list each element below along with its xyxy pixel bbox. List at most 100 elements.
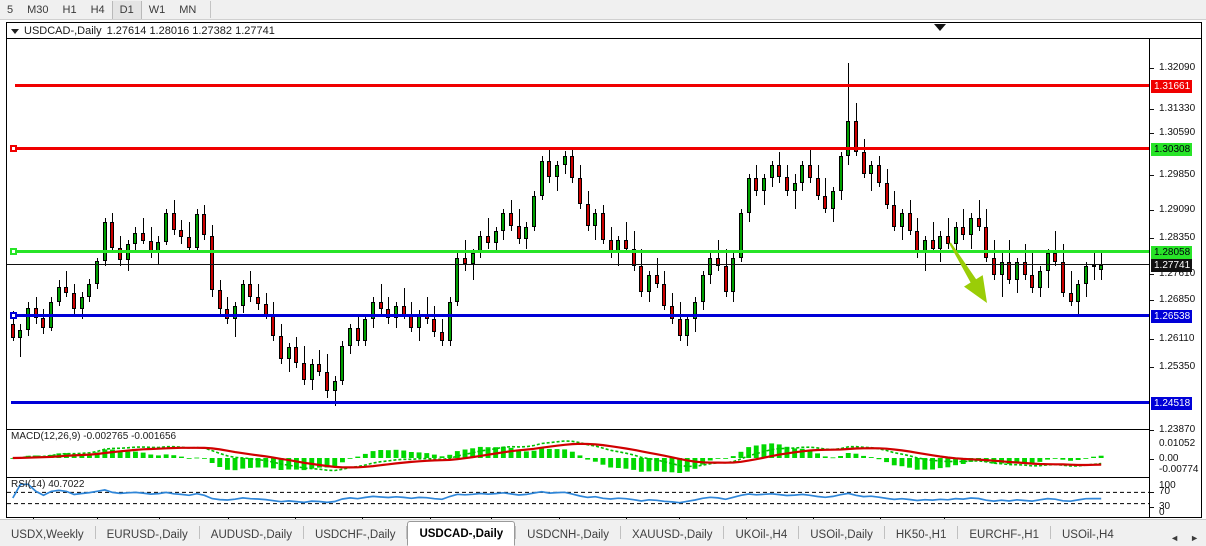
candle-bearish <box>517 225 521 240</box>
indicator-tick-label: 70 <box>1159 486 1171 497</box>
price-tick-label: 1.25350 <box>1159 361 1196 372</box>
timeframe-button-h1[interactable]: H1 <box>62 3 77 16</box>
candle-bullish <box>938 235 942 249</box>
macd-pane[interactable]: MACD(12,26,9) -0.002765 -0.001656 <box>7 429 1149 476</box>
price-level-tag[interactable]: 1.26538 <box>1151 310 1193 323</box>
candle-bullish <box>103 222 107 262</box>
candle-bullish <box>793 182 797 192</box>
level-line-support-1-26538[interactable] <box>11 314 1149 317</box>
candle-bearish <box>624 239 628 249</box>
level-line-support-1-28058[interactable] <box>11 250 1149 253</box>
tab-separator <box>1050 526 1051 539</box>
price-pane[interactable] <box>7 39 1149 428</box>
timeframe-button-w1[interactable]: W1 <box>148 3 166 16</box>
candle-bullish <box>1084 266 1088 284</box>
timeframe-button-h4[interactable]: H4 <box>90 3 105 16</box>
candle-bearish <box>816 178 820 196</box>
candle-bearish <box>432 319 436 333</box>
chart-tab-audusd-daily[interactable]: AUDUSD-,Daily <box>210 529 292 541</box>
level-line-resistance-1-31661[interactable] <box>15 84 1149 87</box>
candle-wick <box>871 160 872 192</box>
candle-bearish <box>11 323 15 338</box>
price-tick-mark <box>1150 274 1154 275</box>
price-level-tag[interactable]: 1.30308 <box>1151 143 1193 156</box>
chart-tab-usdcnh-daily[interactable]: USDCNH-,Daily <box>527 529 609 541</box>
chart-tab-eurchf-h1[interactable]: EURCHF-,H1 <box>969 529 1039 541</box>
timeframe-button-d1[interactable]: D1 <box>111 0 142 19</box>
level-drag-handle[interactable] <box>10 145 17 152</box>
candle-bullish <box>869 165 873 174</box>
candle-bearish <box>639 266 643 292</box>
candle-bullish <box>770 165 774 179</box>
candle-bearish <box>754 178 758 192</box>
chevron-left-icon[interactable]: ◄ <box>1170 533 1180 543</box>
candle-bearish <box>908 213 912 232</box>
indicator-tick-label: 0 <box>1159 507 1165 518</box>
price-level-tag[interactable]: 1.28058 <box>1151 246 1193 259</box>
level-line-current-price-1-27741[interactable] <box>7 264 1149 265</box>
timeframe-button-m30[interactable]: M30 <box>27 3 49 16</box>
candle-bearish <box>885 182 889 205</box>
rsi-pane[interactable]: RSI(14) 40.7022 <box>7 477 1149 517</box>
chevron-right-icon[interactable]: ► <box>1190 533 1199 543</box>
timeframe-button-5[interactable]: 5 <box>7 3 14 16</box>
price-tick-label: 1.27610 <box>1159 268 1196 279</box>
tab-separator <box>619 526 621 539</box>
candle-wick <box>1071 270 1072 306</box>
rsi-label: RSI(14) 40.7022 <box>11 479 85 490</box>
price-level-tag[interactable]: 1.27741 <box>1151 259 1193 272</box>
candle-bearish <box>984 226 988 258</box>
candle-wick <box>488 217 489 249</box>
candle-bearish <box>877 165 881 183</box>
candle-bullish <box>57 287 61 302</box>
candle-bullish <box>494 231 498 244</box>
level-drag-handle[interactable] <box>10 312 17 319</box>
chart-tab-ukoil-h4[interactable]: UKOil-,H4 <box>735 529 788 541</box>
chart-tab-hk50-h1[interactable]: HK50-,H1 <box>895 529 947 541</box>
price-tick-label: 1.30590 <box>1159 127 1196 138</box>
macd-label: MACD(12,26,9) -0.002765 -0.001656 <box>11 431 177 442</box>
level-drag-handle[interactable] <box>10 248 17 255</box>
indicator-tick-mark <box>1150 492 1154 493</box>
triangle-down-icon[interactable] <box>11 28 19 34</box>
candle-wick <box>1032 253 1033 293</box>
candle-wick <box>795 173 796 210</box>
candle-bearish <box>210 235 214 291</box>
candle-bearish <box>279 335 283 359</box>
price-scale[interactable]: 1.32090 1.31330 1.30590 1.29850 1.29090 1.283… <box>1149 23 1201 518</box>
candle-bullish <box>800 165 804 183</box>
chart-tab-usdchf-daily[interactable]: USDCHF-,Daily <box>314 529 396 541</box>
level-line-support-1-24518[interactable] <box>11 401 1149 404</box>
candle-bullish <box>524 226 528 240</box>
chart-tab-xauusd-daily[interactable]: XAUUSD-,Daily <box>631 529 713 541</box>
price-level-tag[interactable]: 1.24518 <box>1151 397 1193 410</box>
chart-tab-usoil-h4[interactable]: USOil-,H4 <box>1062 529 1114 541</box>
price-tick-mark <box>1150 175 1154 176</box>
chart-tab-usdx-weekly[interactable]: USDX,Weekly <box>11 529 84 541</box>
candle-bearish <box>218 290 222 310</box>
price-tick-mark <box>1150 430 1154 431</box>
candle-bullish <box>1092 264 1096 267</box>
tab-separator <box>302 526 304 539</box>
candle-bearish <box>110 222 114 248</box>
tab-nav-controls: ◄ ► <box>1170 533 1206 546</box>
candle-bearish <box>141 232 145 241</box>
indicator-tick-label: 0.00 <box>1159 453 1179 464</box>
candle-bullish <box>241 283 245 306</box>
candle-bearish <box>379 301 383 310</box>
timeframe-button-mn[interactable]: MN <box>179 3 197 16</box>
candle-bullish <box>394 305 398 319</box>
candle-bearish <box>509 213 513 226</box>
trend-arrow-annotation[interactable] <box>7 39 1149 428</box>
chart-tab-usdcad-daily[interactable]: USDCAD-,Daily <box>407 521 516 546</box>
candle-bullish <box>900 213 904 227</box>
candle-wick <box>933 222 934 254</box>
chart-tab-usoil-daily[interactable]: USOil-,Daily <box>810 529 873 541</box>
price-level-tag[interactable]: 1.31661 <box>1151 80 1193 93</box>
chart-tab-eurusd-daily[interactable]: EURUSD-,Daily <box>106 529 188 541</box>
candle-wick <box>963 209 964 240</box>
chart-window[interactable]: USDCAD-,Daily 1.27614 1.28016 1.27382 1.… <box>6 22 1202 539</box>
level-line-resistance-1-30308[interactable] <box>11 147 1149 150</box>
tab-separator <box>723 526 725 539</box>
candle-bearish <box>317 364 321 373</box>
